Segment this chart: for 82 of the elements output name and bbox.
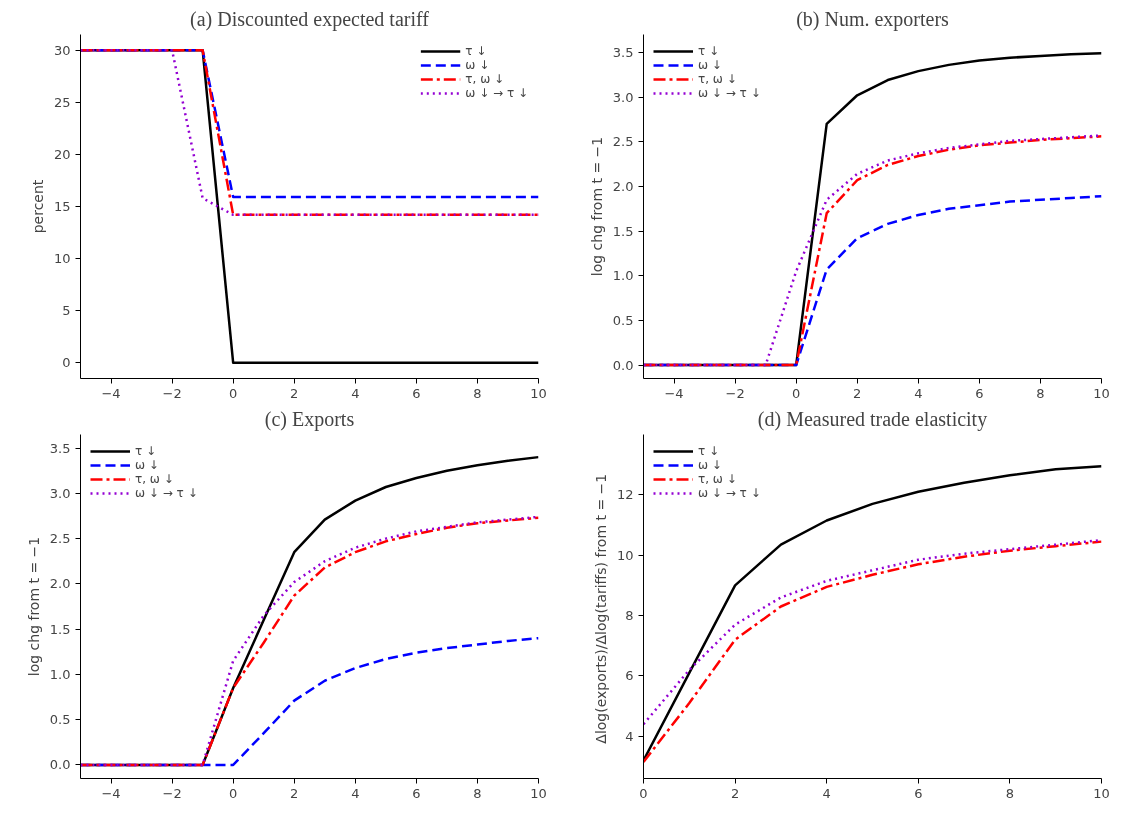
y-tick-label: 10 [53,251,71,267]
y-tick-label: 30 [53,42,71,58]
y-tick-label: 12 [616,487,634,503]
chart-title: (d) Measured trade elasticity [757,407,988,431]
y-tick-label: 2.5 [49,531,71,547]
y-tick-label: 0.0 [49,757,71,773]
y-tick-label: 5 [62,303,71,319]
y-tick-label: 0.5 [49,712,71,728]
x-tick-label: 4 [351,785,360,801]
legend-label: ω ↓ [698,58,722,72]
x-tick-label: 6 [412,385,421,401]
y-tick-label: 15 [53,199,71,214]
x-tick-label: 0 [639,785,648,801]
legend-label: τ, ω ↓ [698,72,737,86]
y-tick-label: 3.5 [49,440,71,456]
x-tick-label: 4 [822,785,831,801]
y-axis-title: log chg from t = −1 [588,136,605,277]
y-tick-label: 8 [625,608,634,624]
x-tick-label: 8 [1005,785,1015,801]
y-tick-label: 3.5 [612,44,634,60]
y-tick-label: 2.5 [612,134,634,150]
x-tick-label: 0 [792,385,801,401]
x-tick-label: 10 [530,385,547,401]
x-tick-label: −2 [162,385,182,401]
x-tick-label: −4 [664,385,684,401]
legend-label: τ ↓ [698,444,720,458]
x-tick-label: −4 [101,785,121,801]
y-tick-label: 0 [62,355,71,371]
y-tick-label: 0.0 [612,357,634,373]
legend-label: τ, ω ↓ [698,472,737,486]
y-tick-label: 20 [53,146,71,162]
x-tick-label: 6 [975,385,984,401]
legend-label: ω ↓ → τ ↓ [135,486,198,500]
chart-title: (a) Discounted expected tariff [190,7,430,31]
x-tick-label: −2 [162,785,182,801]
legend-label: ω ↓ → τ ↓ [698,86,761,100]
y-tick-label: 10 [616,547,634,563]
x-tick-label: 2 [730,785,740,801]
legend-label: ω ↓ → τ ↓ [698,486,761,500]
legend-label: ω ↓ [135,458,159,472]
y-tick-label: 1.0 [612,268,634,284]
y-tick-label: 2.0 [49,576,71,592]
y-tick-label: 1.0 [49,666,71,682]
x-tick-label: 6 [914,785,923,801]
legend-label: τ ↓ [465,44,487,58]
x-tick-label: 8 [473,385,482,401]
y-tick-label: 2.0 [612,178,634,194]
y-axis-title: percent [29,179,46,234]
y-tick-label: 3.0 [612,89,634,105]
x-tick-label: 2 [290,785,299,801]
x-tick-label: 0 [229,785,238,801]
x-tick-label: 0 [229,385,238,401]
x-tick-label: −2 [725,385,745,401]
y-axis-title: log chg from t = −1 [25,536,42,677]
x-tick-label: 10 [1093,385,1110,401]
legend-label: τ ↓ [698,44,720,58]
x-tick-label: 10 [1093,785,1110,801]
y-tick-label: 1.5 [49,621,71,637]
chart-title: (b) Num. exporters [796,7,950,31]
legend-label: τ ↓ [135,444,157,458]
x-tick-label: 8 [1036,385,1045,401]
legend-label: ω ↓ [465,58,490,72]
x-tick-label: 4 [914,385,923,401]
y-tick-label: 0.5 [612,312,634,328]
legend-label: τ, ω ↓ [465,72,505,86]
y-tick-label: 1.5 [612,223,634,239]
x-tick-label: −4 [101,385,121,401]
y-tick-label: 4 [625,728,634,744]
x-tick-label: 2 [290,385,299,401]
legend-label: ω ↓ [698,458,722,472]
x-tick-label: 8 [473,785,482,801]
y-axis-title: Δlog(exports)/Δlog(tariffs) from t = −1 [592,473,609,744]
chart-title: (c) Exports [264,407,355,431]
y-tick-label: 6 [625,668,634,684]
x-tick-label: 2 [853,385,862,401]
x-tick-label: 4 [351,385,360,401]
x-tick-label: 6 [412,785,421,801]
x-tick-label: 10 [530,785,547,801]
legend-label: ω ↓ → τ ↓ [465,86,528,100]
legend-label: τ, ω ↓ [135,472,174,486]
y-tick-label: 3.0 [49,485,71,501]
y-tick-label: 25 [53,94,71,110]
